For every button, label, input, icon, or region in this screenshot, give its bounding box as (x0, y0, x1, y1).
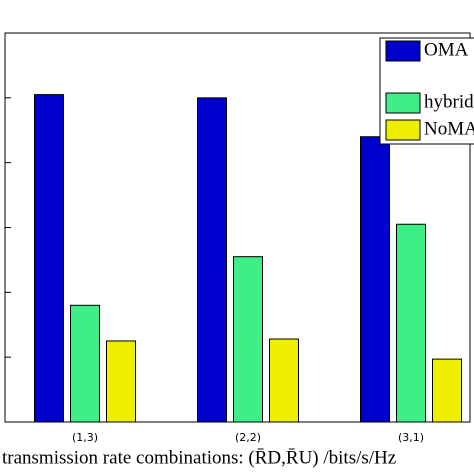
legend-label: OMA (424, 39, 469, 60)
bar (197, 97, 227, 423)
x-tick-label: (2,2) (235, 431, 261, 444)
legend-label: NoMA (424, 118, 474, 139)
bar (233, 256, 263, 423)
bar (360, 136, 390, 423)
legend-swatch (385, 40, 421, 62)
bar (106, 340, 136, 423)
x-axis-label: transmission rate combinations: (R̄D,R̄U… (2, 447, 396, 468)
bar (432, 358, 462, 423)
x-tick-label: (1,3) (72, 431, 98, 444)
bar (34, 94, 64, 423)
axes-frame (4, 32, 471, 423)
legend-swatch (385, 92, 421, 114)
legend-swatch (385, 119, 421, 141)
legend-label: hybrid (424, 91, 474, 112)
bar (70, 304, 100, 423)
x-tick-label: (3,1) (398, 431, 424, 444)
bar (269, 338, 299, 423)
bar (396, 223, 426, 423)
